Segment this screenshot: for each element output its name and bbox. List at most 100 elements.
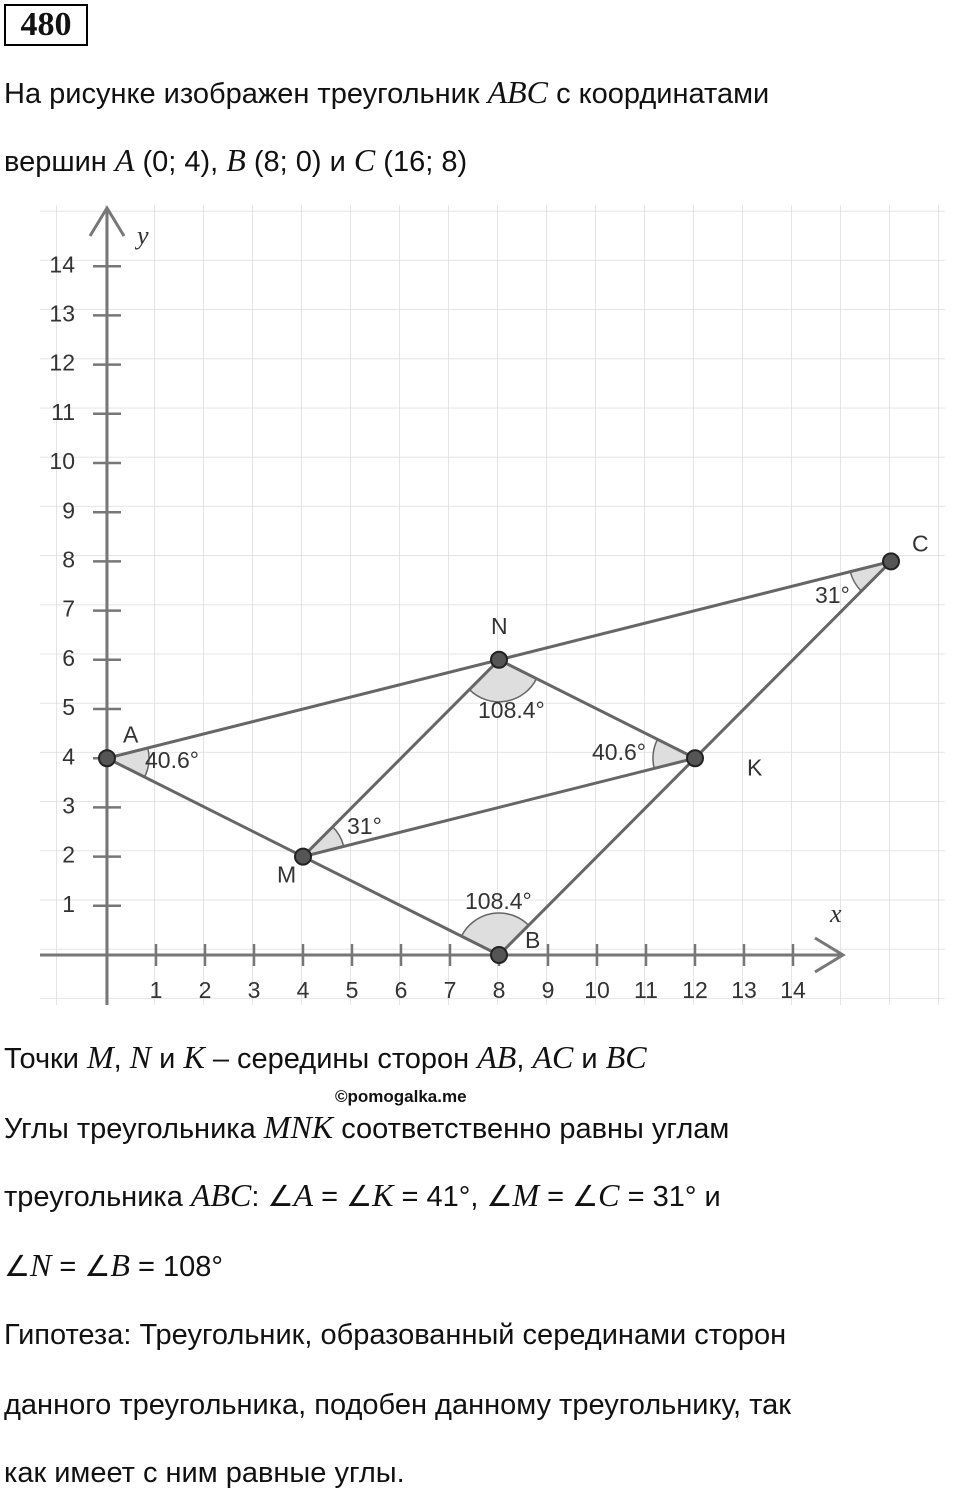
- math: AC: [532, 1039, 574, 1075]
- point-name: N: [491, 613, 508, 639]
- text: как имеет с ним равные углы.: [4, 1457, 405, 1489]
- text: с координатами: [548, 78, 770, 110]
- angle-label: 40.6°: [592, 739, 646, 765]
- text: (0; 4),: [134, 146, 227, 178]
- figure: xy1 2 3 4 5 6 7 8 9 10 11 12 13 141234567891011121314…: [40, 205, 945, 1005]
- x-tick-label: 6: [395, 977, 408, 1003]
- angle-label: 108.4°: [465, 888, 532, 914]
- angle-label: 40.6°: [145, 747, 199, 773]
- text: – середины сторон: [204, 1043, 478, 1075]
- point: [490, 946, 508, 964]
- math: B: [110, 1247, 130, 1283]
- y-tick-label: 8: [62, 546, 75, 572]
- point: [490, 650, 508, 669]
- text: = ∠: [51, 1251, 111, 1283]
- x-arrow: [814, 936, 846, 974]
- point-name: A: [123, 721, 139, 747]
- angle-label: 31°: [347, 813, 382, 839]
- math: K: [372, 1177, 394, 1213]
- angle-label: 31°: [815, 582, 850, 608]
- y-tick-label: 3: [62, 792, 75, 818]
- text-line: Гипотеза: Треугольник, образованный сере…: [4, 1317, 786, 1353]
- y-tick-label: 13: [49, 300, 75, 326]
- text: Гипотеза: Треугольник, образованный сере…: [4, 1319, 787, 1351]
- text-line: как имеет с ним равные углы.: [4, 1455, 405, 1491]
- y-arrow: [88, 205, 126, 237]
- y-tick-label: 4: [62, 743, 75, 769]
- y-tick-label: 11: [51, 399, 75, 425]
- text: ,: [516, 1043, 533, 1075]
- point-name: M: [277, 862, 296, 888]
- x-tick-label: 14: [780, 977, 806, 1003]
- text: ,: [113, 1043, 130, 1075]
- text-line: Углы треугольника MNK соответственно рав…: [4, 1109, 729, 1147]
- grid: [40, 205, 945, 1005]
- y-tick-label: 5: [62, 694, 75, 720]
- point: [294, 847, 312, 866]
- x-axis-label: x: [829, 899, 842, 928]
- text-line: данного треугольника, подобен данному тр…: [4, 1387, 791, 1423]
- text: Углы треугольника: [4, 1113, 264, 1145]
- text-line: ∠N = ∠B = 108°: [4, 1247, 223, 1285]
- text: (8; 0) и: [245, 146, 354, 178]
- math: N: [129, 1039, 152, 1075]
- math: M: [512, 1177, 540, 1213]
- y-tick-label: 7: [62, 596, 75, 622]
- x-tick-label: 10: [584, 977, 610, 1003]
- math: C: [353, 142, 376, 178]
- math: B: [226, 142, 246, 178]
- text: треугольника: [4, 1181, 191, 1213]
- math: ABC: [190, 1177, 252, 1213]
- x-tick-label: 11: [634, 977, 658, 1003]
- y-tick-label: 9: [62, 497, 75, 523]
- math: AB: [477, 1039, 517, 1075]
- text: = 108°: [129, 1251, 223, 1283]
- angle-label: 108.4°: [478, 697, 545, 723]
- x-tick-label: 5: [346, 977, 359, 1003]
- math: K: [183, 1039, 205, 1075]
- x-tick-label: 13: [731, 977, 757, 1003]
- x-tick-label: 8: [493, 977, 506, 1003]
- math: A: [114, 142, 135, 178]
- y-tick-label: 12: [49, 350, 75, 376]
- point: [98, 749, 116, 768]
- text: вершин: [4, 146, 115, 178]
- text-line: На рисунке изображен треугольник ABC с к…: [4, 74, 769, 112]
- y-tick-label: 1: [62, 891, 75, 917]
- text: соответственно равны углам: [333, 1113, 730, 1145]
- text-line: вершин A (0; 4), B (8; 0) и C (16; 8): [4, 142, 467, 180]
- text: (16; 8): [375, 146, 468, 178]
- text: и: [151, 1043, 184, 1075]
- text: = 31° и: [619, 1181, 721, 1213]
- text: данного треугольника, подобен данному тр…: [4, 1389, 791, 1421]
- math: A: [293, 1177, 314, 1213]
- triangle: [298, 657, 700, 860]
- text: = ∠: [539, 1181, 599, 1213]
- y-tick-label: 10: [49, 448, 75, 474]
- x-tick-label: 7: [444, 977, 457, 1003]
- text: Точки: [4, 1043, 87, 1075]
- x-tick-label: 2: [199, 977, 212, 1003]
- x-tick-label: 12: [682, 977, 708, 1003]
- x-tick-label: 3: [248, 977, 261, 1003]
- math: M: [87, 1039, 114, 1075]
- point: [686, 749, 704, 768]
- math: BC: [605, 1039, 647, 1075]
- math: C: [598, 1177, 620, 1213]
- y-axis-label: y: [134, 221, 149, 250]
- math: MNK: [263, 1109, 334, 1145]
- point-name: K: [747, 754, 763, 780]
- math: N: [30, 1247, 52, 1283]
- y-tick-label: 2: [62, 842, 75, 868]
- math: ABC: [487, 74, 549, 110]
- problem-number: 480: [4, 4, 88, 46]
- text: : ∠: [251, 1181, 294, 1213]
- text-line: Точки M, N и K – середины сторон AB, AC …: [4, 1039, 647, 1077]
- text: ∠: [4, 1251, 30, 1283]
- x-tick-label: 9: [542, 977, 555, 1003]
- x-tick-label: 1: [150, 977, 163, 1003]
- y-tick-label: 6: [62, 645, 75, 671]
- point-name: B: [525, 927, 540, 953]
- text: На рисунке изображен треугольник: [4, 78, 488, 110]
